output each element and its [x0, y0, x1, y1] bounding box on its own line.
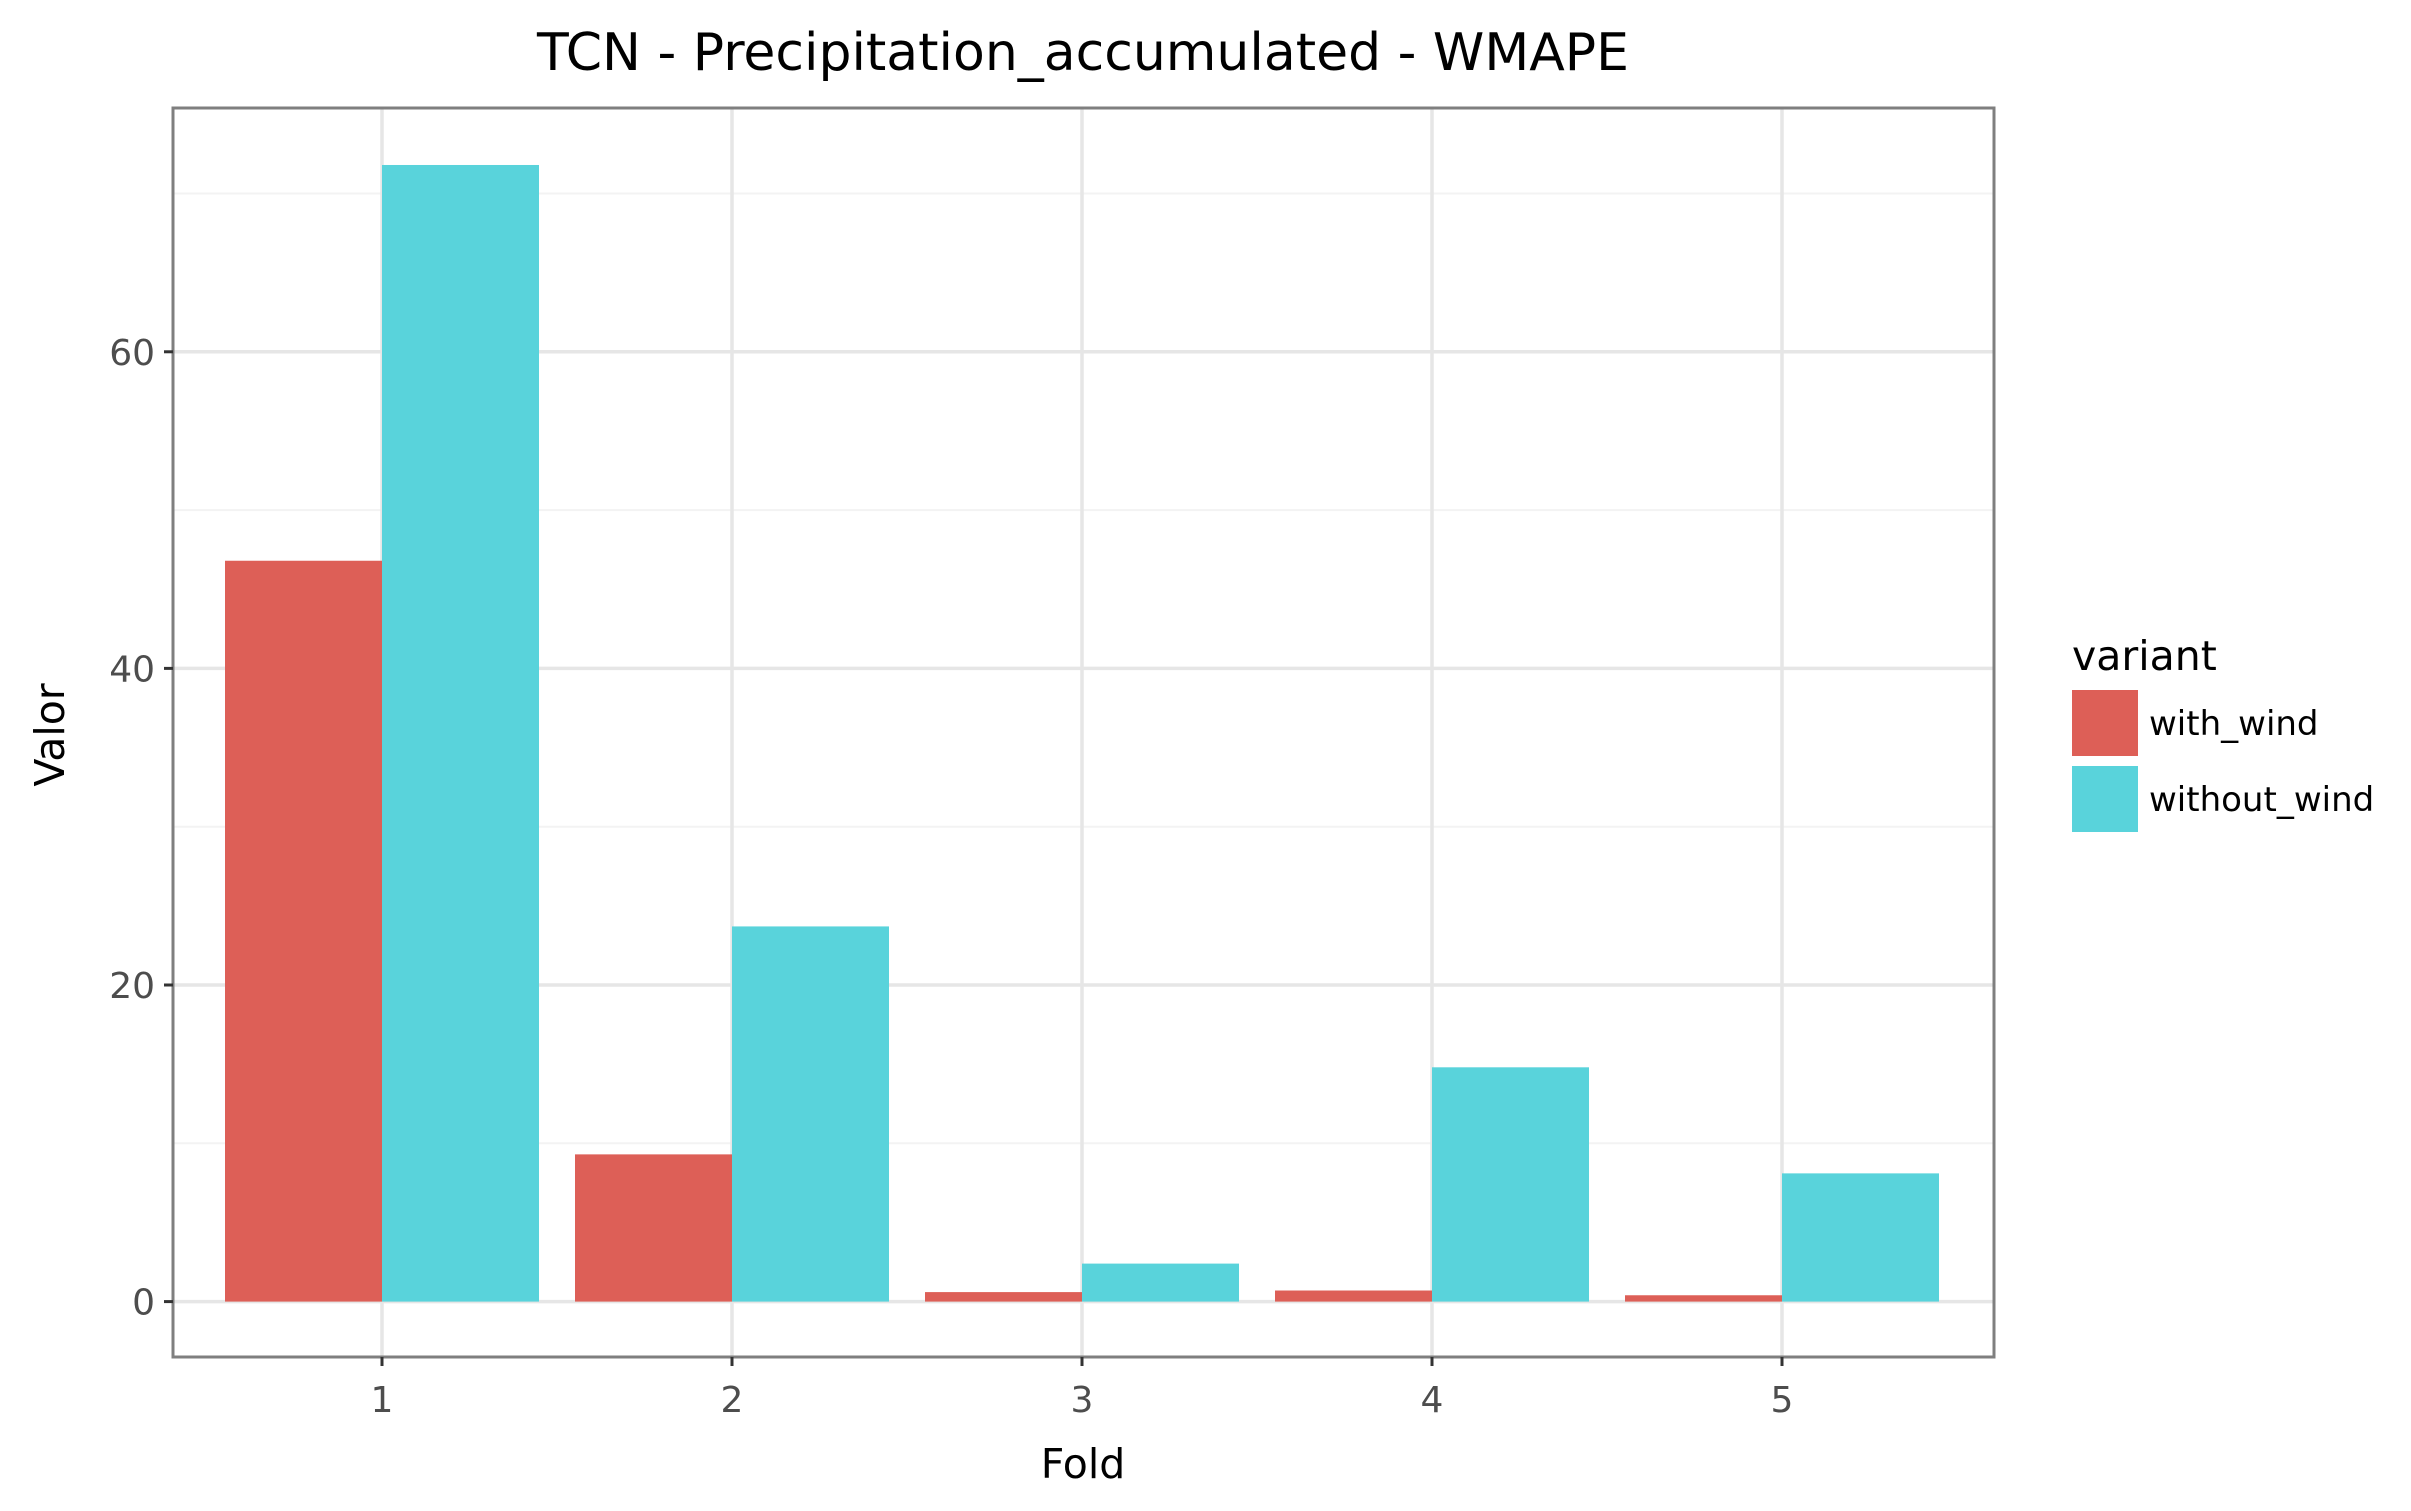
y-tick-label: 20 [109, 966, 155, 1007]
x-axis-title: Fold [1041, 1440, 1126, 1488]
bar-with-wind-fold-2 [575, 1154, 732, 1302]
x-tick-label: 2 [721, 1380, 744, 1421]
bar-without-wind-fold-4 [1432, 1067, 1589, 1302]
x-tick-label: 1 [371, 1380, 394, 1421]
legend-title: variant [2072, 632, 2217, 680]
bar-with-wind-fold-1 [225, 560, 382, 1302]
bar-with-wind-fold-5 [1625, 1295, 1782, 1302]
y-tick-label: 0 [132, 1283, 155, 1324]
y-tick-label: 40 [109, 649, 155, 690]
bar-with-wind-fold-3 [925, 1292, 1082, 1302]
legend-label: with_wind [2149, 704, 2319, 744]
y-axis-title: Valor [26, 683, 74, 786]
legend-key-with-wind [2072, 690, 2138, 756]
bar-without-wind-fold-5 [1782, 1173, 1939, 1302]
x-tick-label: 3 [1071, 1380, 1094, 1421]
bar-without-wind-fold-1 [382, 164, 539, 1302]
bar-without-wind-fold-2 [732, 926, 889, 1302]
y-tick-label: 60 [109, 333, 155, 374]
legend: variant with_wind without_wind [2072, 632, 2374, 832]
chart-title: TCN - Precipitation_accumulated - WMAPE [536, 23, 1629, 83]
bar-without-wind-fold-3 [1082, 1263, 1239, 1302]
y-axis-ticks: 0 20 40 60 [109, 333, 173, 1324]
bar-with-wind-fold-4 [1275, 1290, 1432, 1302]
legend-key-without-wind [2072, 766, 2138, 832]
bars [225, 164, 1939, 1302]
x-tick-label: 4 [1421, 1380, 1444, 1421]
x-axis-ticks: 1 2 3 4 5 [371, 1357, 1794, 1421]
legend-label: without_wind [2149, 780, 2374, 820]
x-tick-label: 5 [1771, 1380, 1794, 1421]
